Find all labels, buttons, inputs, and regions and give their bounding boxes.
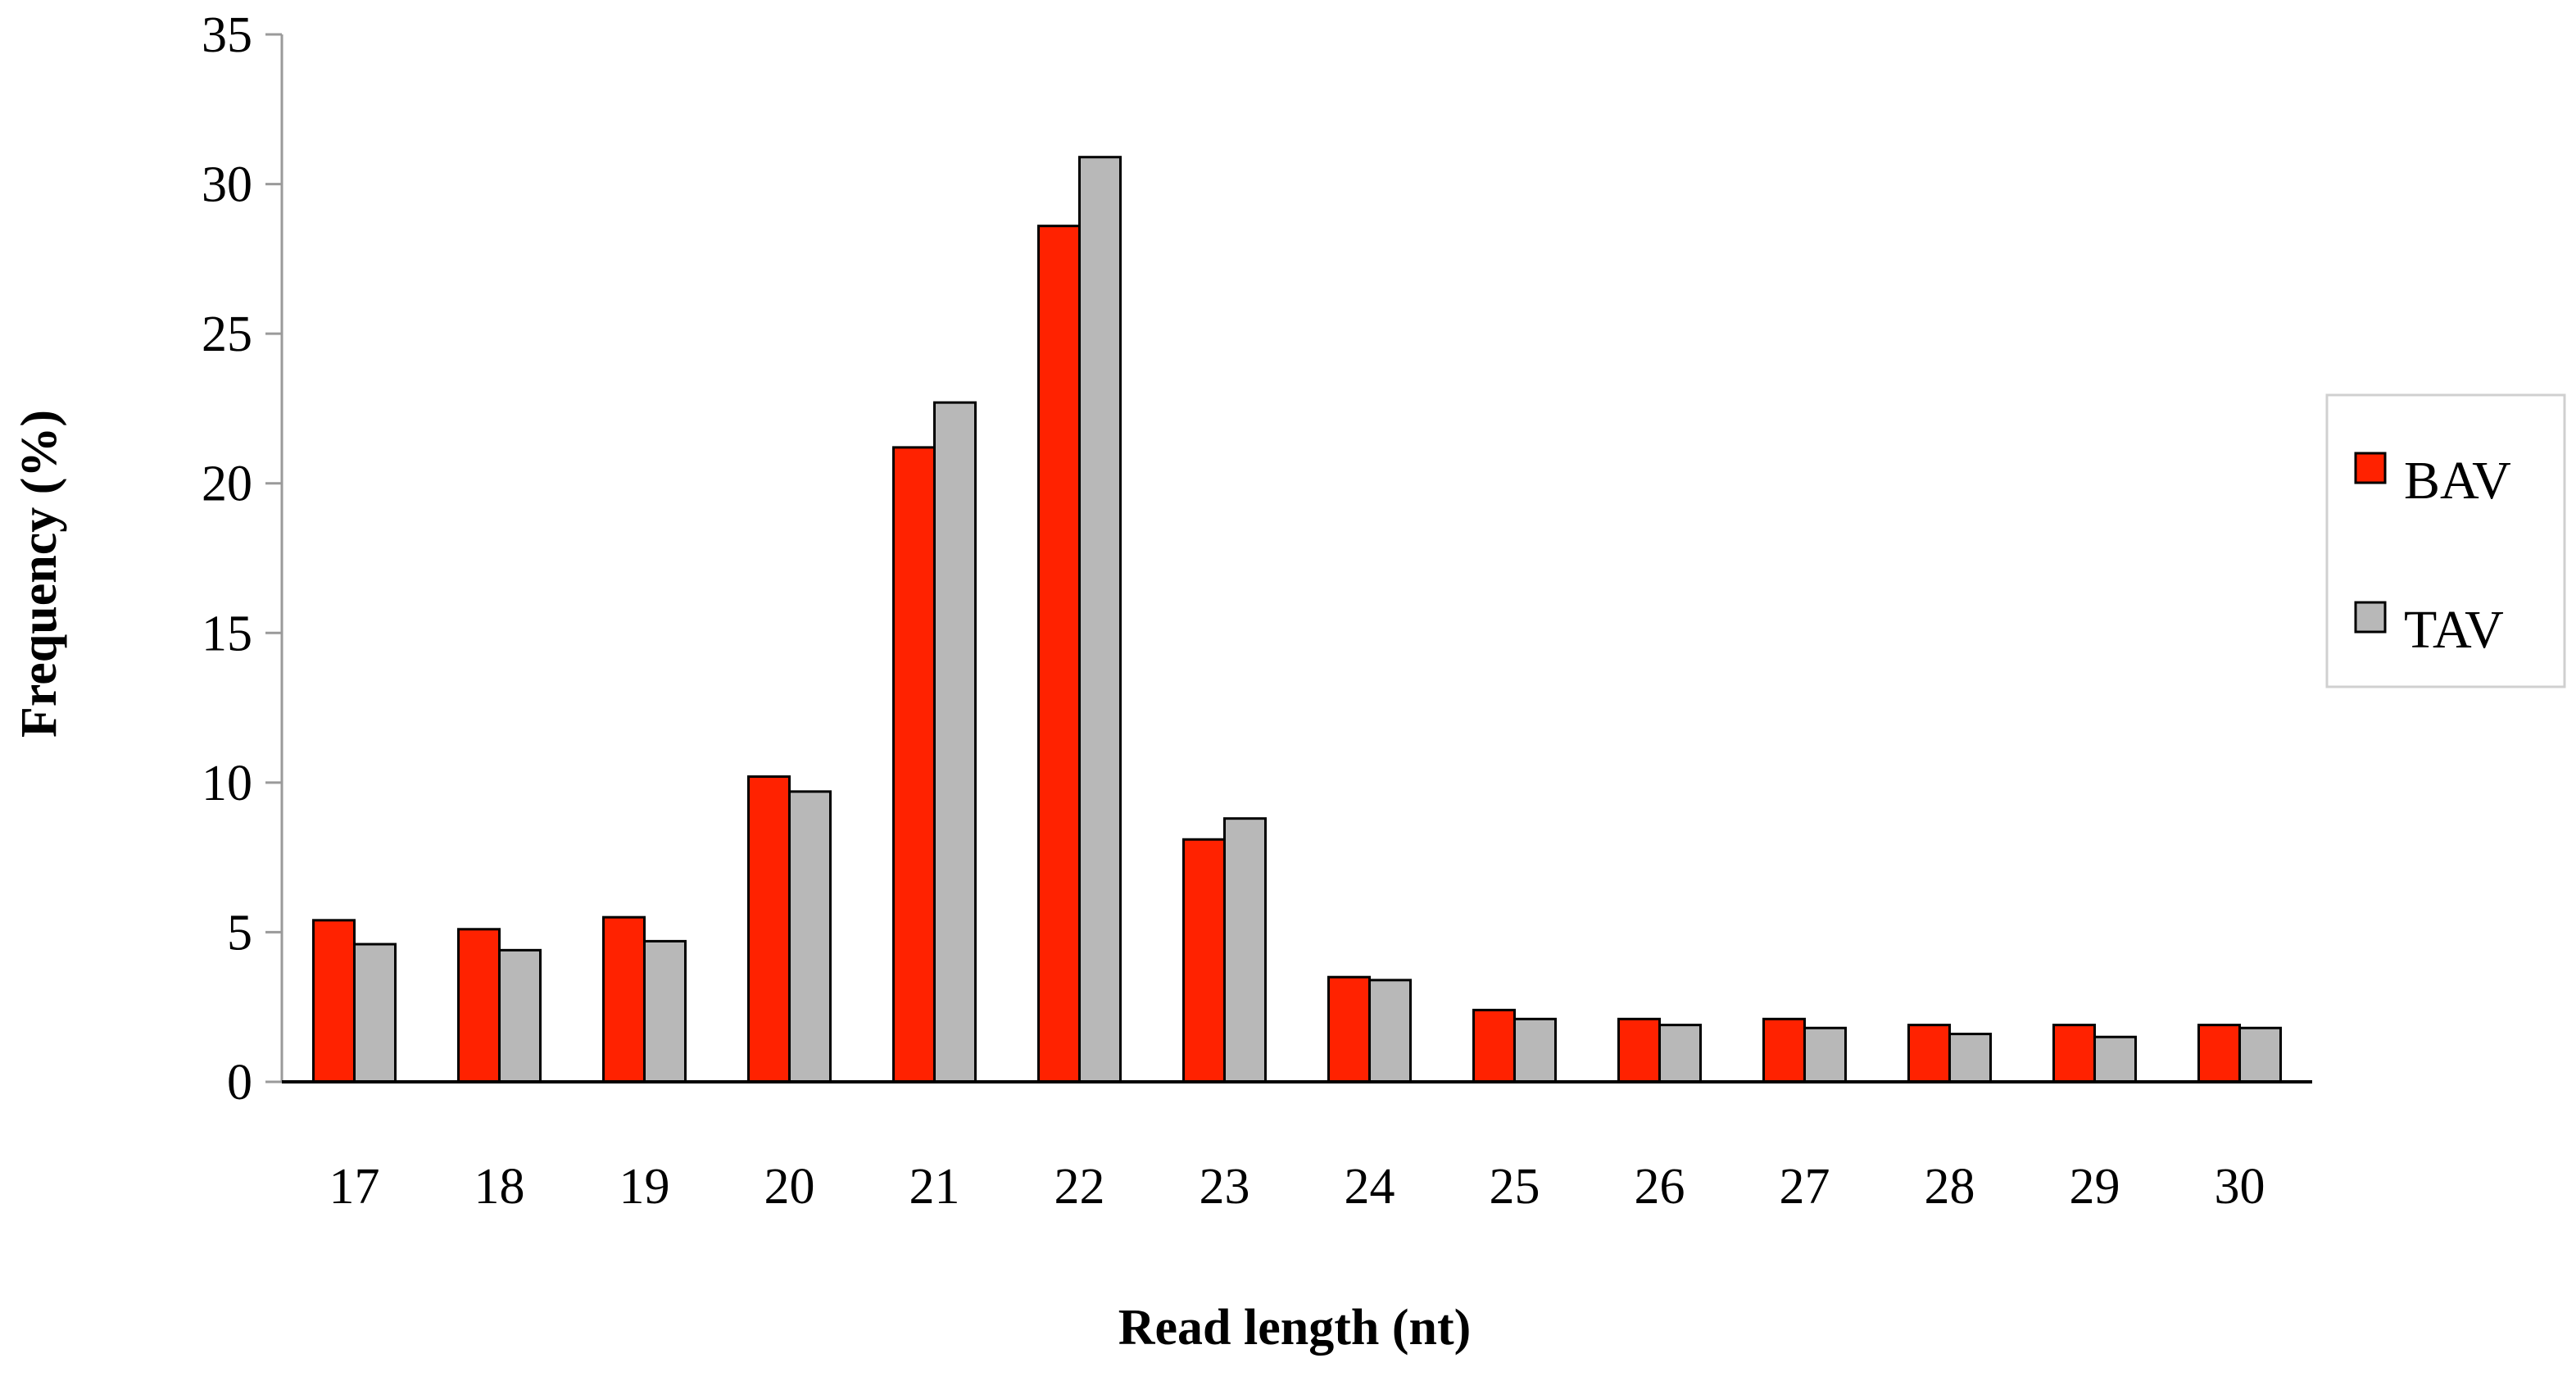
bar-bav-20 [747, 775, 791, 1083]
bar-tav-30 [2238, 1026, 2282, 1083]
x-tick-label: 26 [1635, 1159, 1685, 1215]
bar-tav-24 [1368, 979, 1412, 1083]
x-tick-label: 29 [2070, 1159, 2120, 1215]
bar-tav-26 [1658, 1024, 1702, 1083]
x-tick-label: 20 [764, 1159, 815, 1215]
y-tick-label: 0 [227, 1055, 252, 1111]
bar-bav-29 [2052, 1024, 2096, 1083]
y-tick-label: 15 [202, 606, 252, 661]
legend-swatch-bav [2354, 452, 2387, 484]
x-tick-label: 28 [1925, 1159, 1975, 1215]
legend: BAV TAV [2325, 393, 2566, 688]
y-tick-label: 30 [202, 157, 252, 213]
bar-bav-25 [1472, 1008, 1516, 1083]
y-tick-label: 10 [202, 756, 252, 811]
x-tick-label: 19 [619, 1159, 670, 1215]
bar-tav-27 [1803, 1026, 1847, 1083]
y-tick-label: 35 [202, 7, 252, 63]
bar-tav-21 [933, 401, 977, 1083]
bar-bav-23 [1182, 838, 1226, 1083]
bar-bav-30 [2197, 1024, 2241, 1083]
bar-bav-24 [1327, 975, 1371, 1083]
bar-bav-18 [457, 928, 501, 1083]
bar-tav-20 [788, 790, 832, 1083]
y-tick-label: 20 [202, 457, 252, 512]
bar-tav-17 [353, 943, 397, 1083]
bar-tav-25 [1513, 1017, 1557, 1083]
x-tick-label: 23 [1200, 1159, 1250, 1215]
legend-box [2325, 393, 2566, 688]
bar-bav-21 [892, 446, 936, 1083]
bar-bav-26 [1617, 1017, 1661, 1083]
bar-tav-23 [1223, 817, 1267, 1083]
legend-label-tav: TAV [2404, 600, 2504, 660]
bars [312, 156, 2282, 1083]
y-tick-label: 5 [227, 905, 252, 961]
bar-bav-28 [1907, 1024, 1951, 1083]
x-axis-title: Read length (nt) [1118, 1300, 1472, 1356]
x-tick-label: 18 [474, 1159, 525, 1215]
y-tick-label: 25 [202, 307, 252, 362]
x-tick-label: 24 [1345, 1159, 1395, 1215]
bar-tav-29 [2093, 1035, 2137, 1083]
bar-bav-27 [1762, 1017, 1806, 1083]
legend-swatch-tav [2354, 601, 2387, 634]
bar-bav-22 [1037, 225, 1081, 1083]
y-axis: 0 5 10 15 20 25 30 35 [202, 7, 283, 1111]
x-tick-label: 22 [1054, 1159, 1105, 1215]
bar-tav-28 [1948, 1033, 1992, 1083]
bar-tav-22 [1078, 156, 1122, 1083]
bar-tav-18 [498, 948, 542, 1083]
bar-bav-19 [602, 915, 646, 1083]
x-tick-label: 21 [909, 1159, 960, 1215]
x-axis: 17 18 19 20 21 22 23 24 25 26 27 28 29 30 [282, 1080, 2312, 1215]
bar-bav-17 [312, 919, 356, 1083]
x-tick-label: 30 [2215, 1159, 2265, 1215]
bar-tav-19 [643, 939, 687, 1083]
legend-label-bav: BAV [2404, 451, 2511, 511]
x-tick-label: 17 [329, 1159, 380, 1215]
y-axis-title: Frequency (%) [11, 410, 67, 738]
x-tick-label: 27 [1780, 1159, 1830, 1215]
x-tick-label: 25 [1490, 1159, 1540, 1215]
